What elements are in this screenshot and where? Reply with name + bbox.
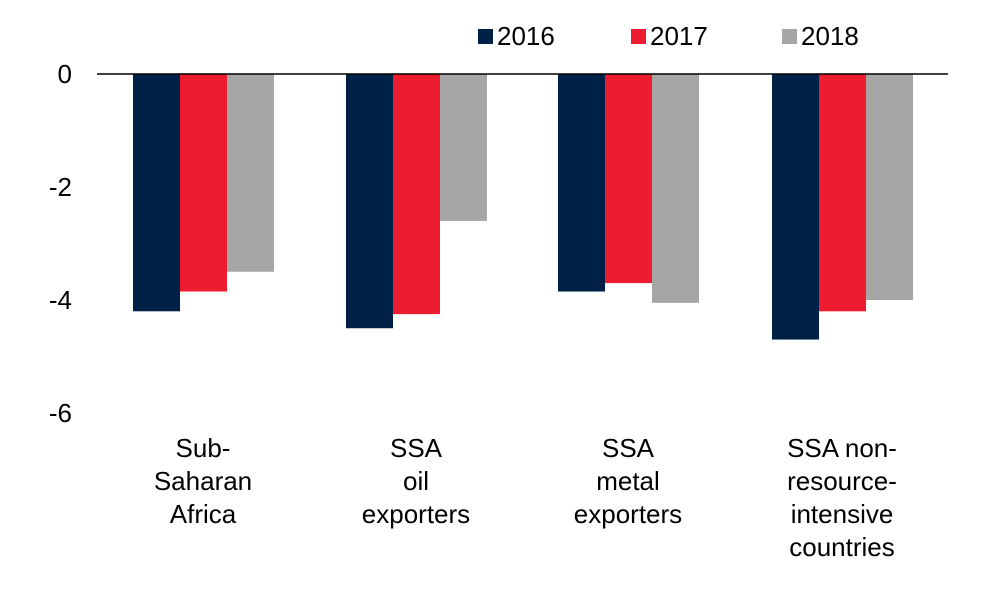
category-label: Sub-Saharan Africa — [154, 433, 252, 529]
bar-2016-category-1 — [133, 74, 180, 312]
legend-label-2017: 2017 — [650, 21, 708, 51]
y-tick-label: 0 — [58, 59, 72, 89]
category-labels: Sub-Saharan Africa SSA oil exporters SSA metal… — [154, 433, 897, 562]
legend-swatch-2016 — [478, 29, 493, 44]
bar-2018-category-2 — [440, 74, 487, 221]
bar-2018-category-3 — [652, 74, 699, 303]
y-tick-label: -2 — [49, 172, 72, 202]
bar-2016-category-2 — [346, 74, 393, 329]
legend-label-2016: 2016 — [497, 21, 555, 51]
y-tick-labels: 0 -2 -4 -6 — [49, 59, 72, 428]
bar-2017-category-2 — [393, 74, 440, 315]
legend: 2016 2017 2018 — [478, 21, 859, 51]
legend-swatch-2017 — [631, 29, 646, 44]
category-label: SSA non-resource-intensive countries — [787, 433, 897, 562]
bar-2018-category-1 — [227, 74, 274, 272]
y-tick-label: -4 — [49, 285, 72, 315]
legend-label-2018: 2018 — [801, 21, 859, 51]
bar-2017-category-4 — [819, 74, 866, 312]
legend-swatch-2018 — [782, 29, 797, 44]
bar-2017-category-1 — [180, 74, 227, 292]
bar-2017-category-3 — [605, 74, 652, 284]
bar-2016-category-4 — [772, 74, 819, 340]
category-label: SSA metal exporters — [574, 433, 682, 529]
y-tick-label: -6 — [49, 398, 72, 428]
category-label: SSA oil exporters — [362, 433, 470, 529]
bar-2018-category-4 — [866, 74, 913, 300]
bars-layer — [133, 74, 913, 340]
bar-2016-category-3 — [558, 74, 605, 292]
